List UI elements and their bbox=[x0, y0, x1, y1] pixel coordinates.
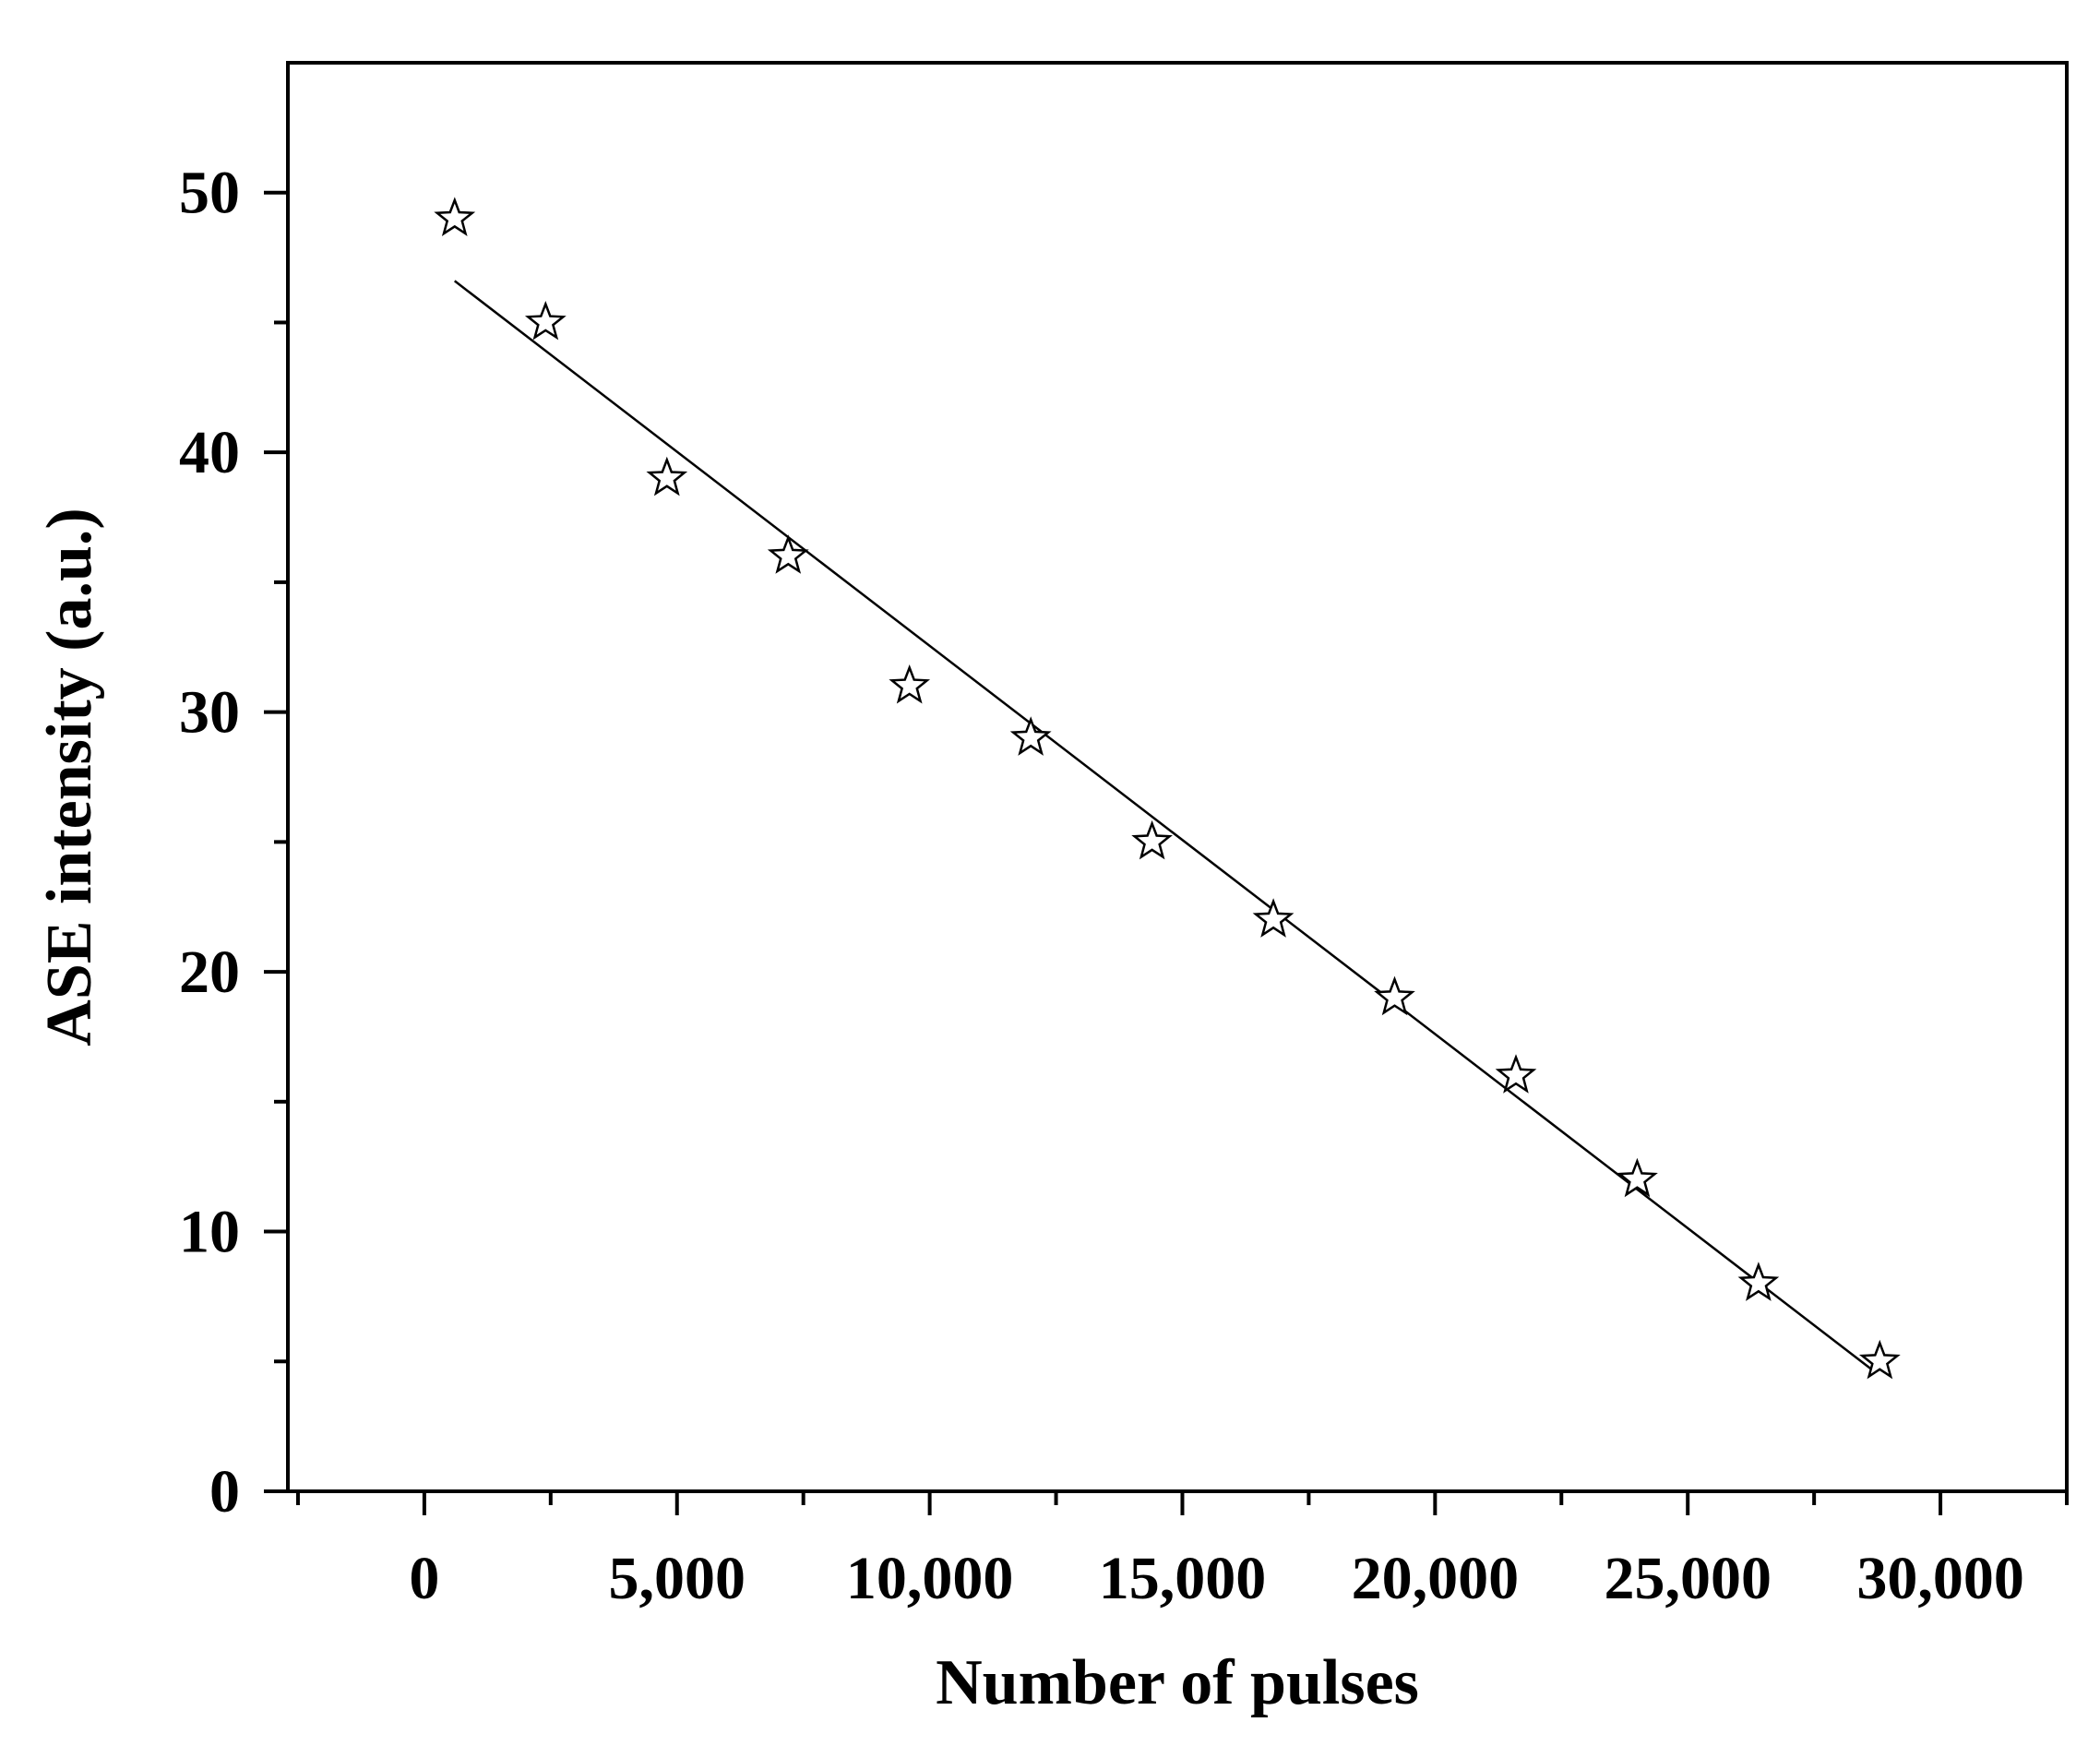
y-tick-label: 40 bbox=[179, 419, 240, 486]
data-point bbox=[1495, 1054, 1537, 1094]
data-point bbox=[1009, 716, 1052, 756]
x-axis-ticks: 0 5,000 10,000 15,000 20,000 25,000 30,000 bbox=[295, 1491, 2069, 1612]
x-axis-label: Number of pulses bbox=[936, 1647, 1419, 1718]
y-tick-label: 20 bbox=[179, 939, 240, 1006]
x-tick-label: 20,000 bbox=[1352, 1545, 1520, 1612]
x-tick-label: 5,000 bbox=[609, 1545, 746, 1612]
data-point bbox=[1252, 898, 1295, 938]
y-axis-ticks: 0 10 20 30 40 50 bbox=[179, 160, 288, 1525]
data-point bbox=[1858, 1339, 1901, 1380]
data-point bbox=[1374, 975, 1415, 1016]
data-point bbox=[889, 664, 931, 704]
x-tick-label: 0 bbox=[409, 1545, 439, 1612]
y-tick-label: 50 bbox=[179, 160, 240, 227]
y-tick-label: 0 bbox=[209, 1458, 240, 1525]
y-tick-label: 30 bbox=[179, 679, 240, 747]
data-point bbox=[1617, 1157, 1658, 1198]
y-axis-label: ASE intensity (a.u.) bbox=[34, 508, 105, 1046]
data-point bbox=[434, 197, 476, 236]
data-points bbox=[434, 197, 1901, 1380]
fit-line bbox=[453, 280, 1876, 1373]
x-tick-label: 30,000 bbox=[1856, 1545, 2024, 1612]
data-point bbox=[767, 534, 809, 574]
data-point bbox=[1737, 1262, 1780, 1301]
x-tick-label: 15,000 bbox=[1099, 1545, 1267, 1612]
data-point bbox=[1131, 819, 1173, 860]
y-tick-label: 10 bbox=[179, 1199, 240, 1266]
plot-frame bbox=[286, 61, 2069, 1493]
data-point bbox=[524, 300, 567, 341]
data-point bbox=[646, 456, 688, 496]
x-tick-label: 10,000 bbox=[846, 1545, 1014, 1612]
x-tick-label: 25,000 bbox=[1604, 1545, 1772, 1612]
fit-line-layer bbox=[453, 280, 1876, 1373]
